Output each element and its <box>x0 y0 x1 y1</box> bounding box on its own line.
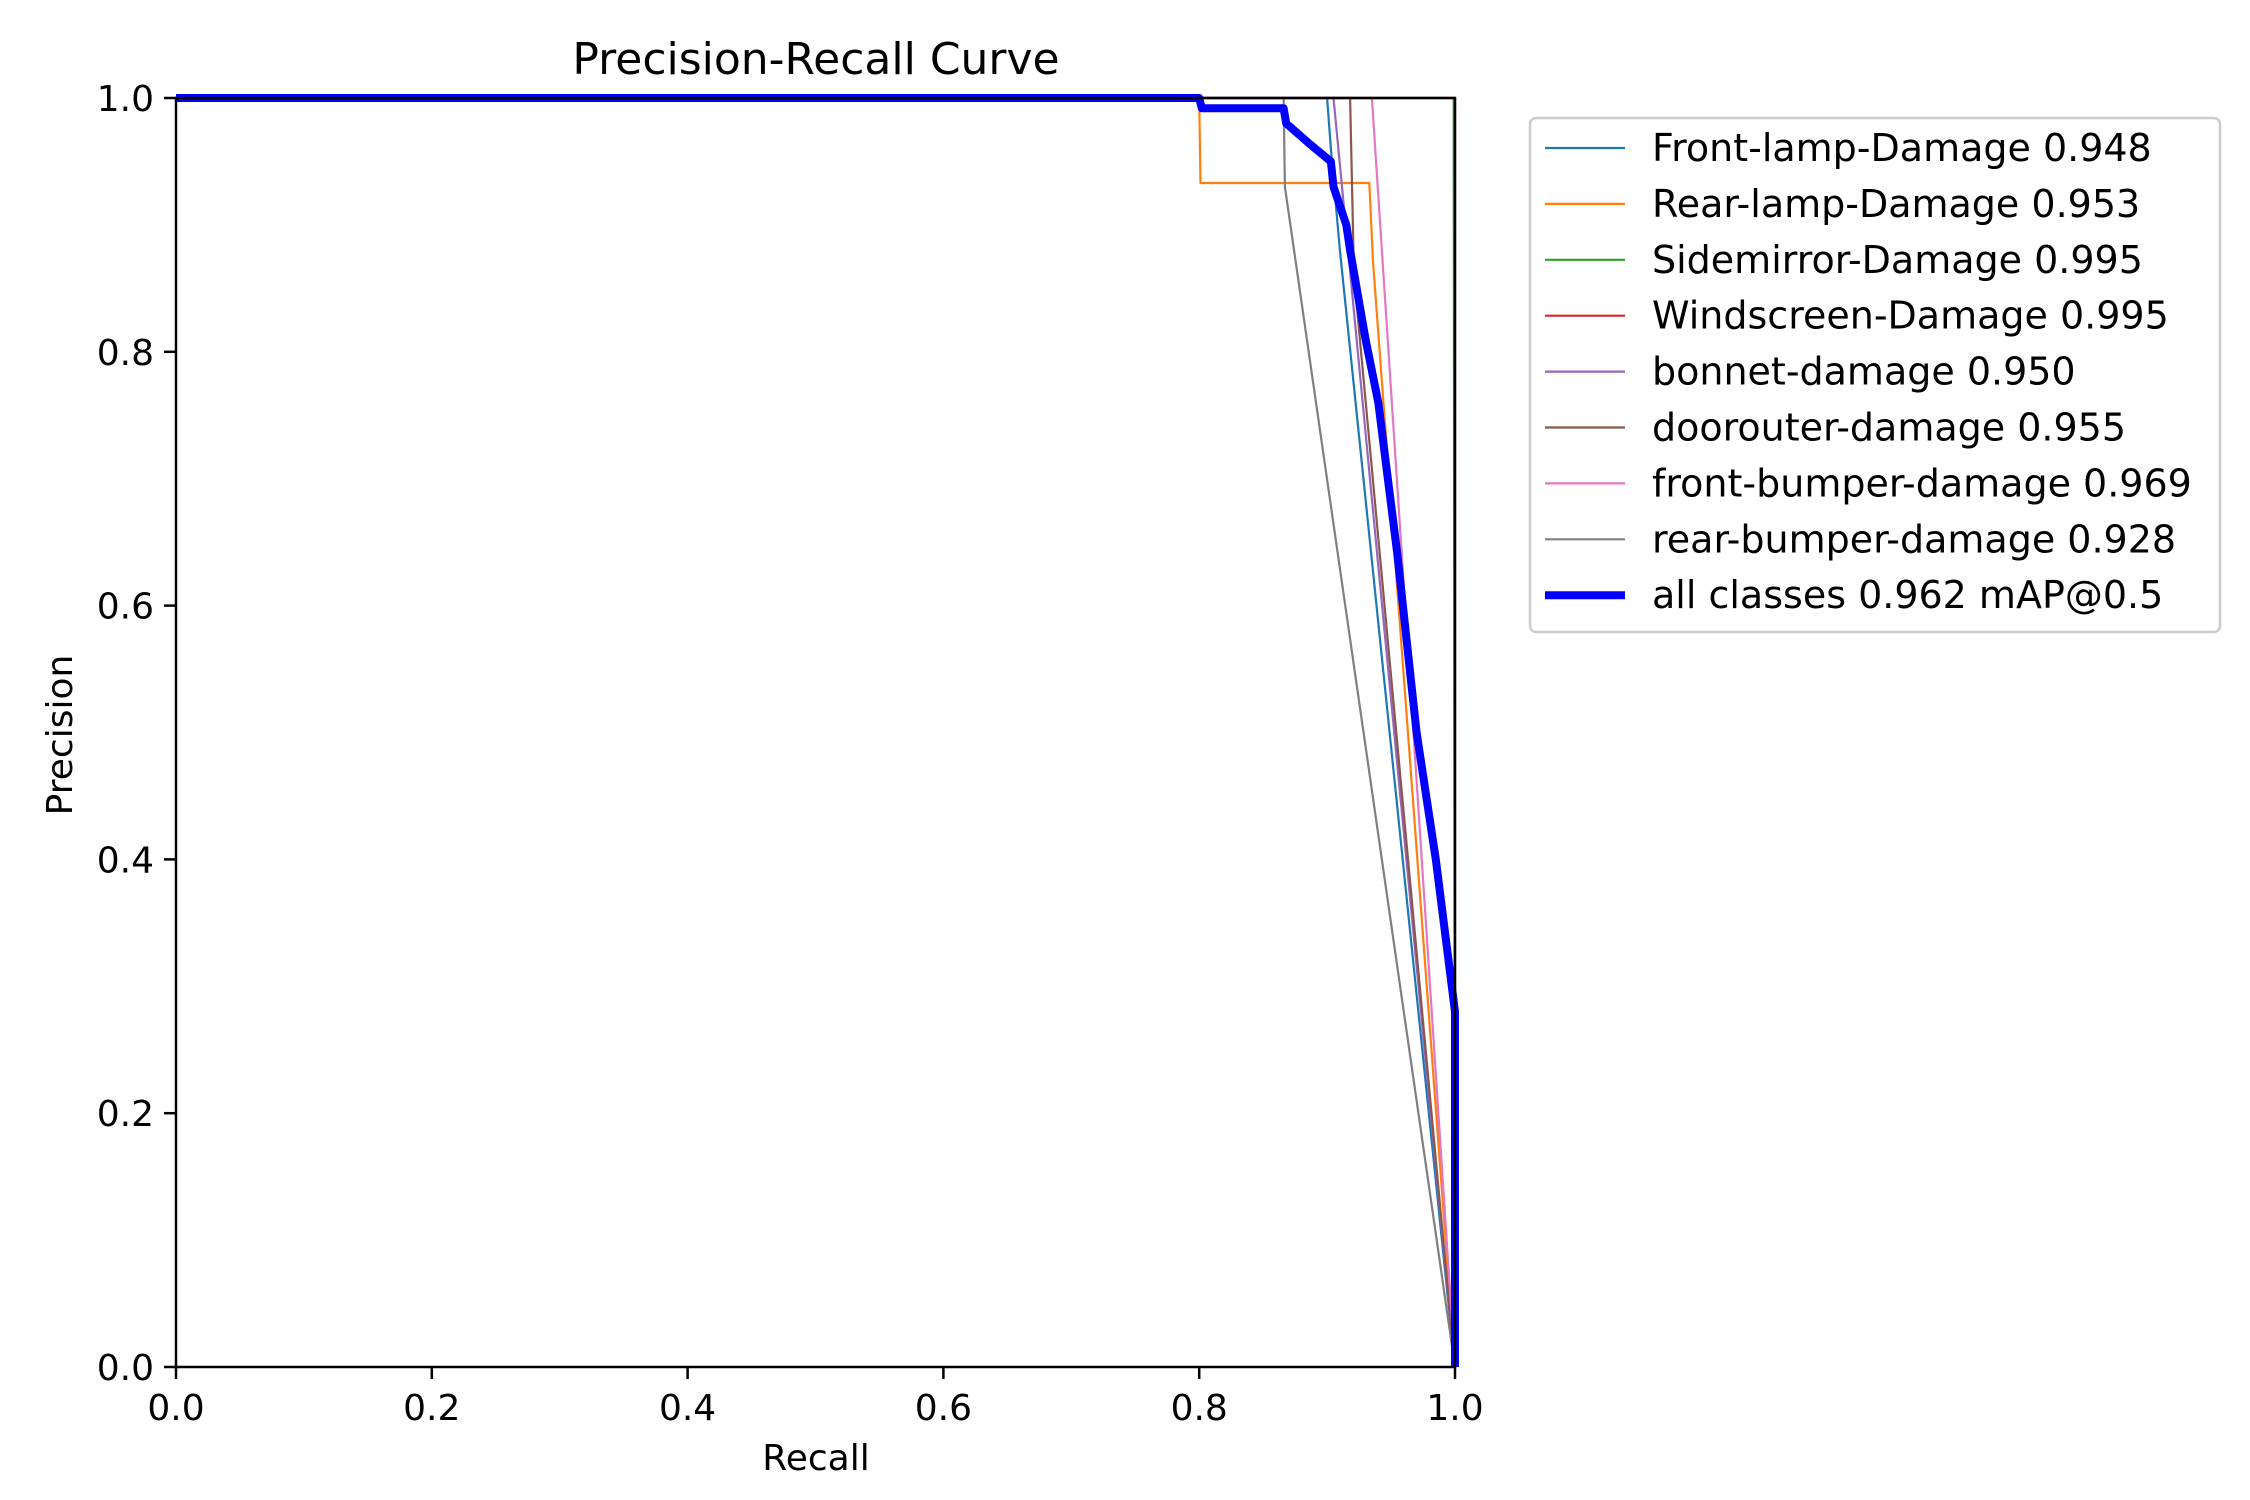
legend-label-6: doorouter-damage 0.955 <box>1652 406 2126 450</box>
x-tick-label: 0.8 <box>1171 1388 1228 1429</box>
y-axis-ticks: 0.0 0.2 0.4 0.6 0.8 1.0 <box>97 79 176 1389</box>
y-tick-label: 0.0 <box>97 1348 154 1389</box>
x-axis-label: Recall <box>762 1438 869 1479</box>
y-tick-label: 0.2 <box>97 1094 154 1135</box>
legend-label-5: bonnet-damage 0.950 <box>1652 350 2076 394</box>
legend-label-1: Front-lamp-Damage 0.948 <box>1652 126 2152 170</box>
series-layer <box>176 94 1459 1368</box>
x-tick-label: 0.4 <box>659 1388 716 1429</box>
chart-title: Precision-Recall Curve <box>572 34 1059 85</box>
series-line-7 <box>176 96 1457 1368</box>
series-line-6 <box>176 96 1457 1368</box>
series-line-8 <box>176 96 1457 1368</box>
legend-items: Front-lamp-Damage 0.948 Rear-lamp-Damage … <box>1545 126 2192 617</box>
series-line-5 <box>176 96 1457 1368</box>
y-tick-label: 0.4 <box>97 840 154 881</box>
legend-label-3: Sidemirror-Damage 0.995 <box>1652 238 2143 282</box>
legend-label-9: all classes 0.962 mAP@0.5 <box>1652 573 2163 617</box>
series-line-2 <box>176 96 1457 1368</box>
y-tick-label: 1.0 <box>97 79 154 120</box>
x-axis-ticks: 0.0 0.2 0.4 0.6 0.8 1.0 <box>147 1367 1484 1429</box>
y-axis-label: Precision <box>40 655 81 816</box>
x-tick-label: 1.0 <box>1426 1388 1483 1429</box>
legend-label-7: front-bumper-damage 0.969 <box>1652 461 2192 505</box>
legend-label-8: rear-bumper-damage 0.928 <box>1652 517 2176 561</box>
series-line-1 <box>176 96 1457 1368</box>
plot-frame <box>174 96 1457 1369</box>
y-tick-label: 0.6 <box>97 587 154 628</box>
x-tick-label: 0.6 <box>915 1388 972 1429</box>
series-line-3 <box>176 96 1457 1368</box>
legend-frame <box>1528 116 2222 634</box>
x-tick-label: 0.2 <box>403 1388 460 1429</box>
legend-label-2: Rear-lamp-Damage 0.953 <box>1652 182 2140 226</box>
legend: Front-lamp-Damage 0.948 Rear-lamp-Damage … <box>1528 116 2222 634</box>
y-tick-label: 0.8 <box>97 333 154 374</box>
series-line-4 <box>176 96 1457 1367</box>
x-tick-label: 0.0 <box>147 1388 204 1429</box>
series-line-9 <box>176 94 1459 1367</box>
legend-label-4: Windscreen-Damage 0.995 <box>1652 294 2169 338</box>
